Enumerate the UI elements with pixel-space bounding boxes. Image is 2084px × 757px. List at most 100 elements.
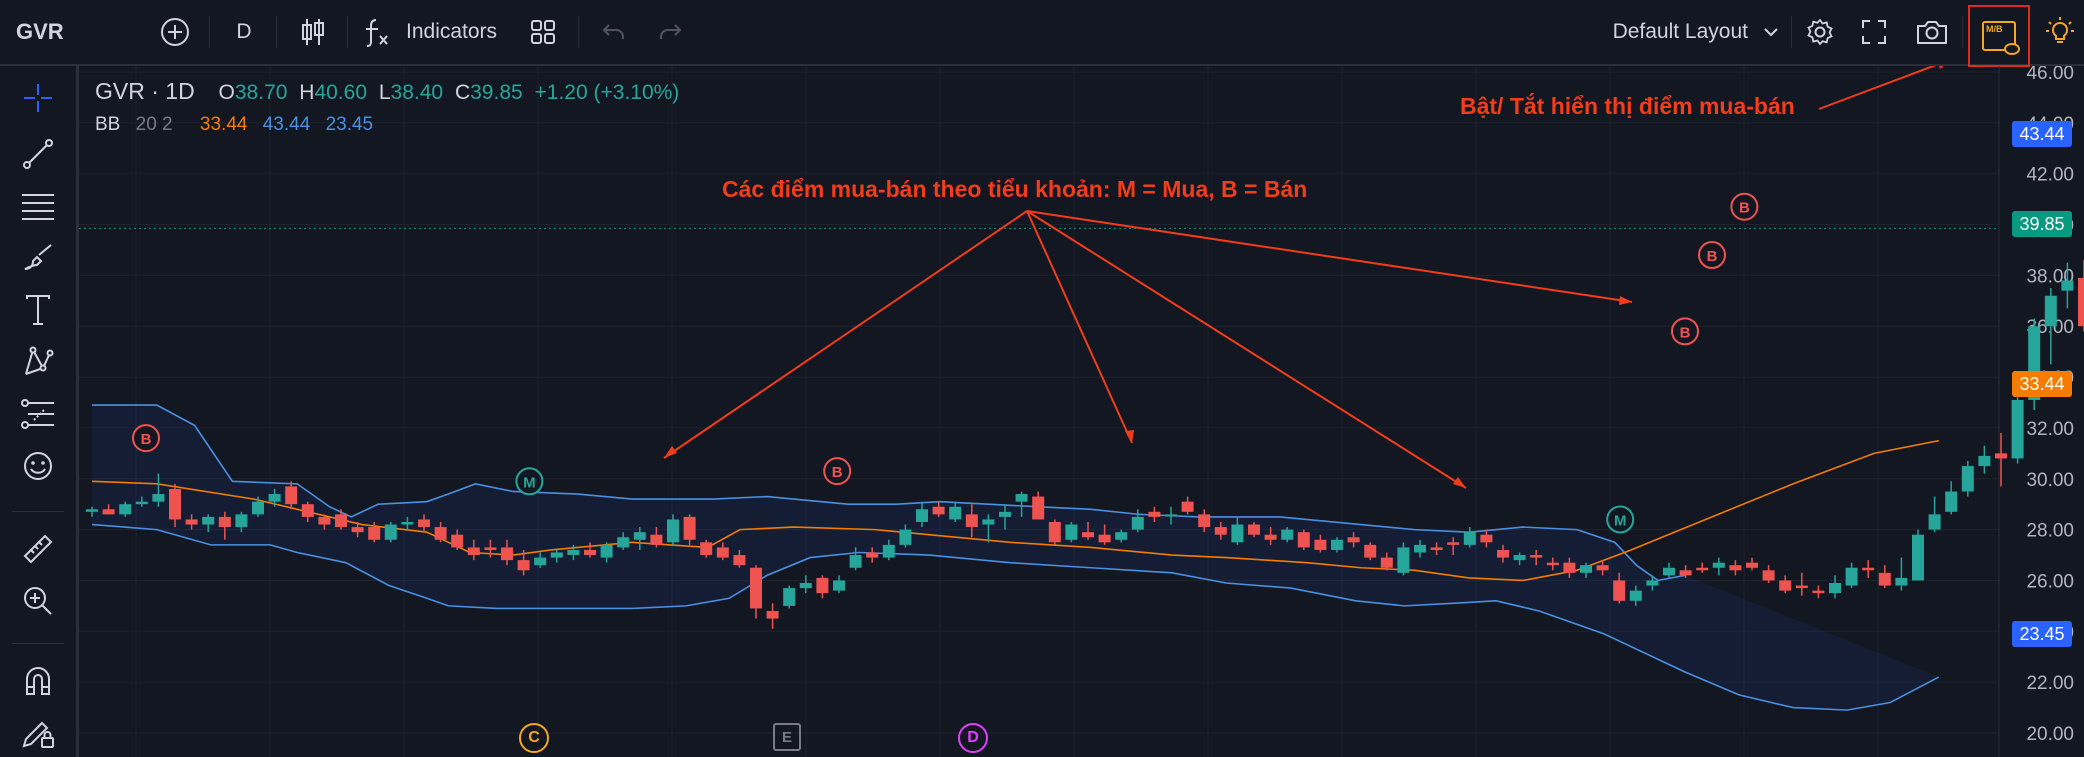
candle-body <box>1414 544 1426 553</box>
measure-tool[interactable] <box>12 526 64 572</box>
chart-type-button[interactable] <box>290 0 336 64</box>
close-value: 39.85 <box>470 81 523 104</box>
candle-body <box>119 504 132 515</box>
candle-body <box>1530 555 1543 558</box>
symbol-search[interactable]: GVR <box>8 0 116 64</box>
chart-canvas[interactable]: 46.0044.0042.0040.0038.0036.0034.0032.00… <box>79 66 2084 757</box>
candle-body <box>1447 542 1460 545</box>
high-value: 40.60 <box>314 81 368 104</box>
interval-button[interactable]: D <box>222 0 266 64</box>
undo-button[interactable] <box>594 0 634 64</box>
candle-body <box>1878 572 1891 586</box>
candle-body <box>1463 532 1476 545</box>
zoom-in-icon <box>24 587 52 615</box>
candle-body <box>567 549 580 556</box>
candle-body <box>1281 529 1294 540</box>
brush-icon <box>24 244 52 270</box>
buy-marker-label: M <box>523 474 536 491</box>
bb-basis-value: 33.44 <box>199 114 248 135</box>
low-label: L <box>378 81 391 104</box>
price-tick: 20.00 <box>2026 724 2074 745</box>
candle-body <box>916 509 928 522</box>
points-arrows <box>663 210 1633 489</box>
prediction-tool[interactable] <box>12 391 64 437</box>
candle-body <box>1331 539 1343 550</box>
candle-body <box>1679 570 1692 576</box>
fullscreen-button[interactable] <box>1854 0 1894 64</box>
sell-marker-label: B <box>1707 248 1718 265</box>
bb-fill <box>92 405 1939 711</box>
zoom-tool[interactable] <box>12 578 64 624</box>
candle-body <box>1497 549 1509 558</box>
candle-body <box>1862 567 1875 571</box>
settings-button[interactable] <box>1800 0 1840 64</box>
bb-lower-value: 23.45 <box>325 114 374 135</box>
sell-marker-ring <box>1730 192 1759 221</box>
sell-marker-ring <box>1671 317 1699 346</box>
crosshair-icon <box>24 84 52 112</box>
candle-body <box>716 547 729 558</box>
candle-body <box>550 552 563 558</box>
bollinger-bands <box>91 404 1940 711</box>
bb-legend: BB 20 2 33.44 43.44 23.45 <box>95 114 383 136</box>
emoji-tool[interactable] <box>12 443 64 489</box>
lock-drawings-tool[interactable] <box>12 710 64 756</box>
candle-body <box>1048 521 1061 543</box>
candle-body <box>285 486 298 505</box>
event-label: E <box>781 728 792 746</box>
theme-toggle-button[interactable] <box>2040 0 2080 64</box>
candle-body <box>1115 532 1128 540</box>
close-label: C <box>454 81 471 104</box>
pencil-lock-icon <box>22 721 54 748</box>
candle-body <box>1696 567 1709 571</box>
arrowhead <box>1619 296 1632 305</box>
indicators-button[interactable]: Indicators <box>360 0 512 64</box>
ruler-icon <box>23 534 53 564</box>
candle-body <box>1546 562 1559 566</box>
toolbar-divider <box>1962 16 1963 48</box>
candle-body <box>633 532 646 540</box>
crosshair-tool[interactable] <box>12 75 64 121</box>
candle-body <box>1032 496 1045 520</box>
trend-line-icon <box>23 139 53 169</box>
candle-body <box>1580 565 1592 573</box>
candle-body <box>1131 516 1144 530</box>
indicators-label: Indicators <box>406 20 498 43</box>
ohlc-legend: GVR · 1D O38.70 H40.60 L38.40 C39.85 +1.… <box>95 78 685 105</box>
event-marker-d[interactable]: D <box>958 723 988 753</box>
mb-toggle-button[interactable]: M/B <box>1968 5 2030 67</box>
candle-body <box>467 547 480 556</box>
candle-body <box>1380 557 1393 568</box>
candle-body <box>1779 580 1792 591</box>
low-value: 38.40 <box>390 81 444 104</box>
trend-line-tool[interactable] <box>12 131 64 177</box>
compare-add-button[interactable] <box>150 0 200 64</box>
points-annotation: Các điểm mua-bán theo tiểu khoản: M = Mu… <box>722 176 1308 202</box>
candle-body <box>1015 494 1028 502</box>
price-tick: 28.00 <box>2026 521 2074 542</box>
bb-name: BB <box>95 114 121 135</box>
fib-retracement-tool[interactable] <box>12 183 64 229</box>
candle-body <box>816 577 829 594</box>
eye-icon <box>2004 43 2020 55</box>
candle-body <box>384 524 397 540</box>
redo-button[interactable] <box>650 0 690 64</box>
fullscreen-icon <box>1862 20 1886 44</box>
pattern-tool[interactable] <box>12 339 64 385</box>
screenshot-button[interactable] <box>1910 0 1954 64</box>
candle-body <box>318 516 331 525</box>
event-marker-c[interactable]: C <box>519 723 549 753</box>
candle-body <box>965 514 978 528</box>
toolbar-divider <box>1791 16 1792 48</box>
event-marker-e[interactable]: E <box>773 723 801 751</box>
candle-body <box>882 544 895 558</box>
candle-body <box>1098 534 1111 543</box>
candles <box>86 260 2084 629</box>
candle-body <box>617 537 630 548</box>
templates-button[interactable] <box>520 0 566 64</box>
horizontal-lines-icon <box>22 194 54 220</box>
brush-tool[interactable] <box>12 235 64 281</box>
text-tool[interactable] <box>12 287 64 333</box>
magnet-tool[interactable] <box>12 658 64 704</box>
layout-menu-button[interactable]: Default Layout <box>1590 0 1780 64</box>
